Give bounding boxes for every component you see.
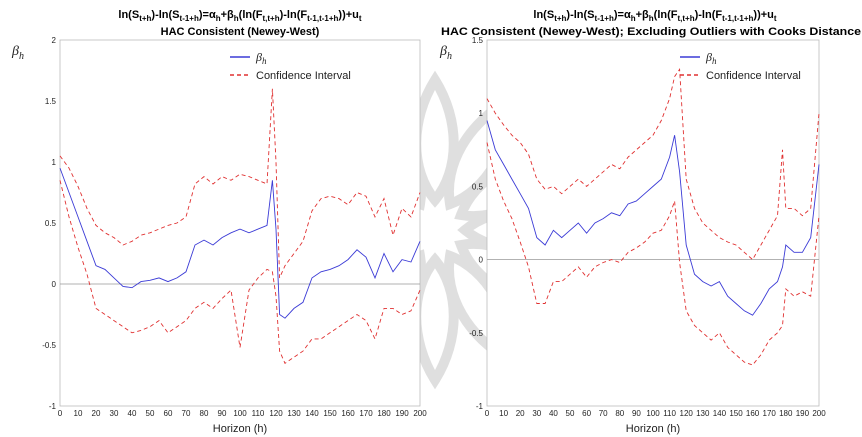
chart-left-title-line2: HAC Consistent (Newey-West) (161, 26, 320, 38)
left-xtick-label: 10 (74, 409, 83, 418)
left-xtick-label: 200 (413, 409, 427, 418)
chart-left-legend: βh Confidence Interval (230, 50, 351, 82)
chart-left: ln(St+h)-ln(St-1+h)=αh+βh(ln(Ft,t+h)-ln(… (11, 9, 427, 435)
left-xtick-label: 170 (359, 409, 373, 418)
left-ytick-label: -1 (49, 402, 57, 411)
right-ytick-label: 1.5 (472, 36, 484, 45)
chart-right-legend: βh Confidence Interval (680, 50, 801, 82)
chart-right-xlabel: Horizon (h) (626, 423, 680, 435)
right-ytick-label: 0.5 (472, 182, 484, 191)
left-ytick-label: 2 (52, 36, 57, 45)
chart-right: ln(St+h)-ln(St-1+h)=αh+βh(ln(Ft,t+h)-ln(… (439, 9, 861, 435)
left-xtick-label: 120 (269, 409, 283, 418)
right-ytick-label: 0 (479, 256, 484, 265)
left-xtick-label: 0 (58, 409, 63, 418)
left-xtick-label: 60 (164, 409, 173, 418)
right-xtick-label: 40 (549, 409, 558, 418)
right-xtick-label: 60 (582, 409, 591, 418)
chart-right-ylabel: βh (439, 44, 452, 62)
right-xtick-label: 140 (713, 409, 727, 418)
chart-right-title-line1: ln(St+h)-ln(St-1+h)=αh+βh(ln(Ft,t+h)-ln(… (533, 9, 777, 23)
right-ytick-label: -0.5 (469, 329, 483, 338)
chart-left-xlabel: Horizon (h) (213, 423, 267, 435)
chart-right-legend-ci-label: Confidence Interval (706, 70, 801, 82)
left-xtick-label: 110 (252, 409, 265, 418)
right-xtick-label: 0 (485, 409, 490, 418)
left-xtick-label: 100 (233, 409, 247, 418)
right-xtick-label: 50 (566, 409, 575, 418)
left-xtick-label: 180 (377, 409, 391, 418)
left-xtick-label: 40 (128, 409, 137, 418)
left-ytick-label: -0.5 (42, 341, 56, 350)
left-ytick-label: 0.5 (45, 219, 57, 228)
chart-right-ci-upper-line (486, 67, 820, 261)
right-xtick-label: 170 (763, 409, 777, 418)
left-xtick-label: 90 (218, 409, 227, 418)
right-xtick-label: 80 (615, 409, 624, 418)
left-xtick-label: 30 (110, 409, 119, 418)
left-xtick-label: 190 (395, 409, 409, 418)
right-xtick-label: 180 (779, 409, 793, 418)
left-ytick-label: 0 (52, 280, 57, 289)
left-xtick-label: 160 (341, 409, 355, 418)
left-xtick-label: 50 (146, 409, 155, 418)
right-xtick-label: 90 (632, 409, 641, 418)
right-xtick-label: 100 (646, 409, 660, 418)
right-xtick-label: 70 (599, 409, 608, 418)
left-xtick-label: 150 (323, 409, 337, 418)
right-xtick-label: 130 (696, 409, 710, 418)
right-xtick-label: 160 (746, 409, 760, 418)
right-xtick-label: 110 (663, 409, 676, 418)
chart-left-plot-area (59, 39, 421, 407)
left-xtick-label: 80 (200, 409, 209, 418)
right-ytick-label: -1 (476, 402, 484, 411)
right-xtick-label: 10 (499, 409, 508, 418)
chart-left-legend-ci-label: Confidence Interval (256, 70, 351, 82)
right-xtick-label: 200 (812, 409, 826, 418)
left-ytick-label: 1.5 (45, 97, 57, 106)
right-xtick-label: 150 (729, 409, 743, 418)
chart-right-plot-area (486, 39, 820, 407)
left-xtick-label: 70 (182, 409, 191, 418)
left-ytick-label: 1 (52, 158, 57, 167)
chart-left-legend-beta-label: βh (255, 50, 267, 66)
chart-left-ci-lower-line (59, 180, 421, 364)
left-xtick-label: 140 (305, 409, 319, 418)
right-xtick-label: 30 (532, 409, 541, 418)
chart-left-title-line1: ln(St+h)-ln(St-1+h)=αh+βh(ln(Ft,t+h)-ln(… (118, 9, 362, 23)
chart-left-ylabel: βh (11, 44, 24, 62)
chart-right-beta-line (486, 120, 820, 316)
chart-left-ci-upper-line (59, 88, 421, 279)
right-ytick-label: 1 (479, 109, 484, 118)
chart-right-title-line2: HAC Consistent (Newey-West); Excluding O… (441, 26, 861, 38)
chart-right-ci-lower-line (486, 142, 820, 366)
left-xtick-label: 20 (92, 409, 101, 418)
chart-right-legend-beta-label: βh (705, 50, 717, 66)
right-xtick-label: 120 (680, 409, 694, 418)
left-xtick-label: 130 (287, 409, 301, 418)
right-xtick-label: 190 (796, 409, 810, 418)
chart-left-beta-line (59, 167, 421, 319)
right-xtick-label: 20 (516, 409, 525, 418)
